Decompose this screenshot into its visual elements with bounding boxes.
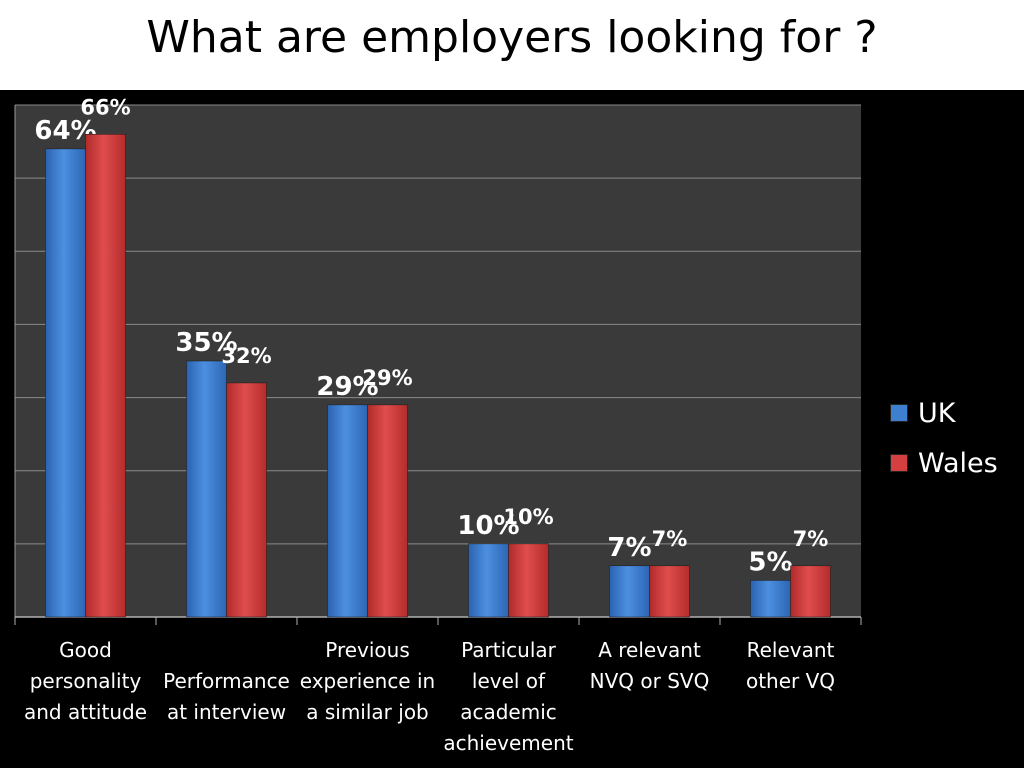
legend-item-wales: Wales bbox=[890, 438, 998, 488]
legend-item-uk: UK bbox=[890, 388, 998, 438]
category-label-line: Good bbox=[59, 638, 112, 662]
data-label-wales-4: 7% bbox=[652, 527, 688, 551]
category-label-line: Relevant bbox=[746, 638, 835, 662]
legend-label-wales: Wales bbox=[918, 447, 998, 479]
category-label-5: Relevant other VQ bbox=[721, 635, 861, 697]
data-label-wales-0: 66% bbox=[80, 95, 130, 119]
category-label-line: Performance bbox=[163, 669, 290, 693]
bar-wales-0 bbox=[85, 134, 126, 618]
category-label-4: A relevant NVQ or SVQ bbox=[580, 635, 720, 697]
category-label-0: Good personality and attitude bbox=[16, 635, 156, 728]
data-label-uk-3: 10% bbox=[457, 511, 519, 541]
category-label-line: Particular bbox=[461, 638, 556, 662]
legend: UK Wales bbox=[890, 388, 998, 488]
bar-wales-4 bbox=[649, 565, 690, 618]
category-label-line: Previous bbox=[325, 638, 410, 662]
bar-wales-1 bbox=[226, 382, 267, 618]
category-label-line bbox=[157, 635, 297, 666]
category-label-line: personality bbox=[29, 669, 142, 693]
category-label-line: NVQ or SVQ bbox=[589, 669, 710, 693]
legend-swatch-uk bbox=[890, 404, 908, 422]
category-label-1: Performance at interview bbox=[157, 635, 297, 728]
category-label-line: a similar job bbox=[306, 700, 429, 724]
bar-wales-5 bbox=[790, 565, 831, 618]
data-label-wales-2: 29% bbox=[362, 366, 412, 390]
data-label-uk-5: 5% bbox=[748, 547, 792, 577]
category-label-line: academic bbox=[460, 700, 557, 724]
bar-uk-5 bbox=[750, 580, 791, 618]
bar-uk-0 bbox=[45, 148, 86, 618]
title-band bbox=[0, 0, 1024, 90]
bar-uk-2 bbox=[327, 404, 368, 618]
category-label-line: other VQ bbox=[745, 669, 836, 693]
data-label-uk-2: 29% bbox=[316, 372, 378, 402]
chart-title: What are employers looking for ? bbox=[146, 12, 878, 63]
bar-uk-1 bbox=[186, 360, 227, 618]
legend-label-uk: UK bbox=[918, 397, 956, 429]
category-label-3: Particular level of academic achievement bbox=[439, 635, 579, 759]
bar-chart: 64%66%35%32%29%29%10%10%7% 7%5%7% bbox=[14, 95, 862, 625]
data-label-wales-3: 10% bbox=[503, 505, 553, 529]
data-label-uk-4: 7% bbox=[607, 533, 651, 563]
bar-wales-2 bbox=[367, 404, 408, 618]
bar-uk-3 bbox=[468, 543, 509, 618]
plot-area bbox=[15, 105, 861, 617]
bar-wales-3 bbox=[508, 543, 549, 618]
data-label-wales-5: 7% bbox=[793, 527, 829, 551]
category-label-line: level of bbox=[471, 669, 546, 693]
category-label-line: at interview bbox=[166, 700, 287, 724]
category-label-line: and attitude bbox=[24, 700, 147, 724]
legend-swatch-wales bbox=[890, 454, 908, 472]
bar-uk-4 bbox=[609, 565, 650, 618]
data-label-uk-1: 35% bbox=[175, 328, 237, 358]
data-label-wales-1: 32% bbox=[221, 344, 271, 368]
category-label-2: Previous experience in a similar job bbox=[298, 635, 438, 728]
category-label-line: A relevant bbox=[598, 638, 701, 662]
category-label-line: achievement bbox=[443, 731, 574, 755]
category-label-line: experience in bbox=[299, 669, 436, 693]
